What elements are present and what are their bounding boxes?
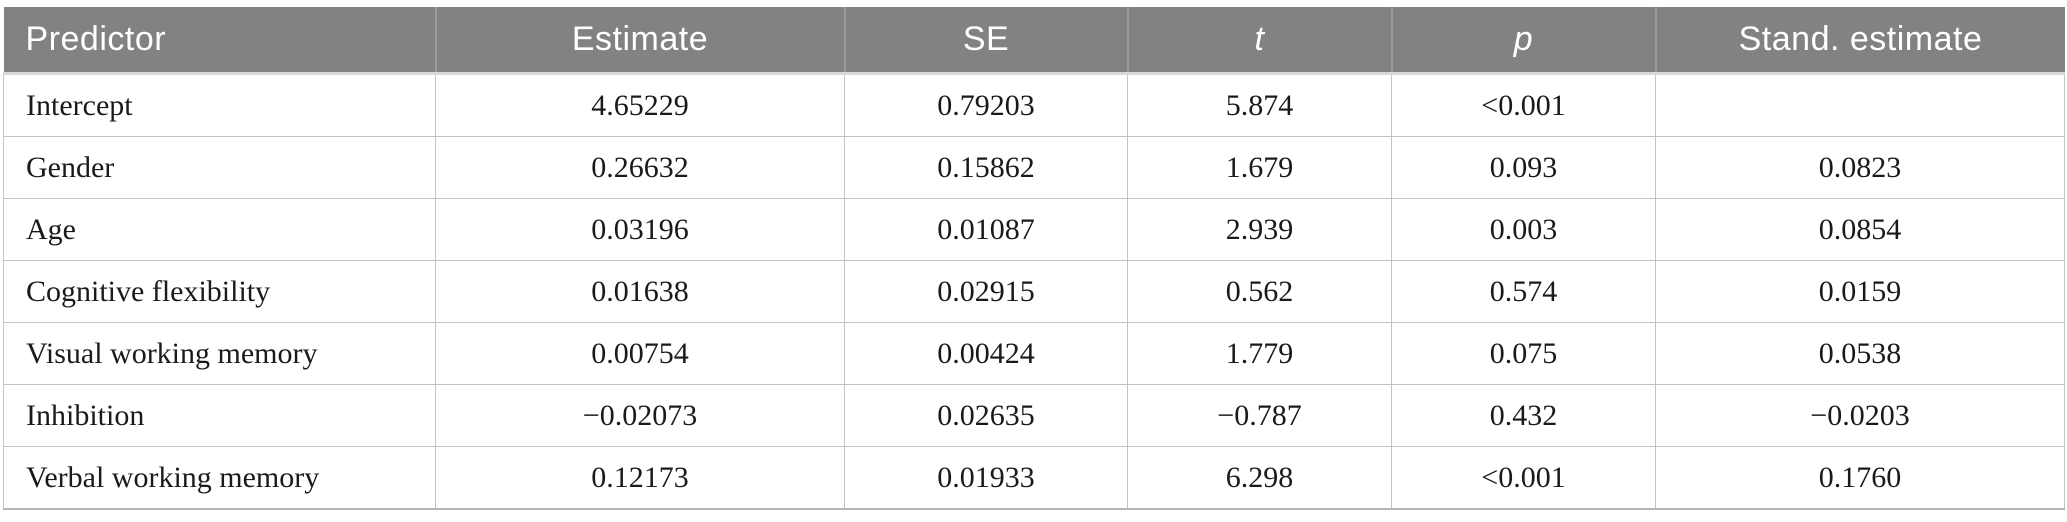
cell-t: 2.939 [1127,198,1392,261]
column-header-t: t [1126,7,1392,75]
header-row: Predictor Estimate SE t p Stand. estimat… [3,7,2065,75]
cell-p: <0.001 [1391,446,1656,510]
cell-se: 0.15862 [844,136,1128,199]
cell-stand_estimate: −0.0203 [1655,384,2065,447]
column-header-stand-estimate: Stand. estimate [1654,7,2065,75]
cell-t: 6.298 [1127,446,1392,510]
table-row: Cognitive flexibility 0.01638 0.02915 0.562… [3,260,2065,323]
column-header-predictor: Predictor [3,7,436,75]
cell-t: −0.787 [1127,384,1392,447]
cell-predictor: Cognitive flexibility [3,260,436,323]
cell-p: 0.432 [1391,384,1656,447]
table-row: Visual working memory 0.00754 0.00424 1.779… [3,322,2065,385]
cell-estimate: 0.12173 [435,446,845,510]
cell-se: 0.02915 [844,260,1128,323]
column-header-estimate: Estimate [434,7,845,75]
table-body: Intercept 4.65229 0.79203 5.874 <0.001 Gender… [3,73,2065,510]
cell-se: 0.01087 [844,198,1128,261]
table-row: Inhibition −0.02073 0.02635 −0.787 0.432 −0.0… [3,384,2065,447]
cell-se: 0.02635 [844,384,1128,447]
cell-predictor: Visual working memory [3,322,436,385]
cell-p: 0.003 [1391,198,1656,261]
cell-p: <0.001 [1391,73,1656,137]
table-header: Predictor Estimate SE t p Stand. estimat… [3,7,2065,75]
cell-predictor: Gender [3,136,436,199]
cell-estimate: 0.01638 [435,260,845,323]
cell-p: 0.075 [1391,322,1656,385]
cell-se: 0.00424 [844,322,1128,385]
cell-stand_estimate: 0.1760 [1655,446,2065,510]
cell-p: 0.093 [1391,136,1656,199]
cell-predictor: Age [3,198,436,261]
cell-stand_estimate: 0.0823 [1655,136,2065,199]
cell-estimate: 4.65229 [435,73,845,137]
cell-estimate: −0.02073 [435,384,845,447]
cell-t: 0.562 [1127,260,1392,323]
cell-estimate: 0.03196 [435,198,845,261]
cell-stand_estimate: 0.0538 [1655,322,2065,385]
cell-se: 0.01933 [844,446,1128,510]
cell-estimate: 0.00754 [435,322,845,385]
cell-predictor: Verbal working memory [3,446,436,510]
cell-stand_estimate: 0.0854 [1655,198,2065,261]
cell-se: 0.79203 [844,73,1128,137]
cell-stand_estimate: 0.0159 [1655,260,2065,323]
column-header-p: p [1390,7,1656,75]
table-row: Verbal working memory 0.12173 0.01933 6.298… [3,446,2065,510]
regression-table: Predictor Estimate SE t p Stand. estimat… [3,7,2065,510]
cell-stand_estimate [1655,73,2065,137]
table-row: Intercept 4.65229 0.79203 5.874 <0.001 [3,73,2065,137]
column-header-se: SE [843,7,1128,75]
cell-estimate: 0.26632 [435,136,845,199]
cell-predictor: Intercept [3,73,436,137]
cell-t: 1.679 [1127,136,1392,199]
cell-t: 5.874 [1127,73,1392,137]
table-row: Age 0.03196 0.01087 2.939 0.003 0.0854 [3,198,2065,261]
table-row: Gender 0.26632 0.15862 1.679 0.093 0.0823 [3,136,2065,199]
cell-t: 1.779 [1127,322,1392,385]
cell-predictor: Inhibition [3,384,436,447]
cell-p: 0.574 [1391,260,1656,323]
